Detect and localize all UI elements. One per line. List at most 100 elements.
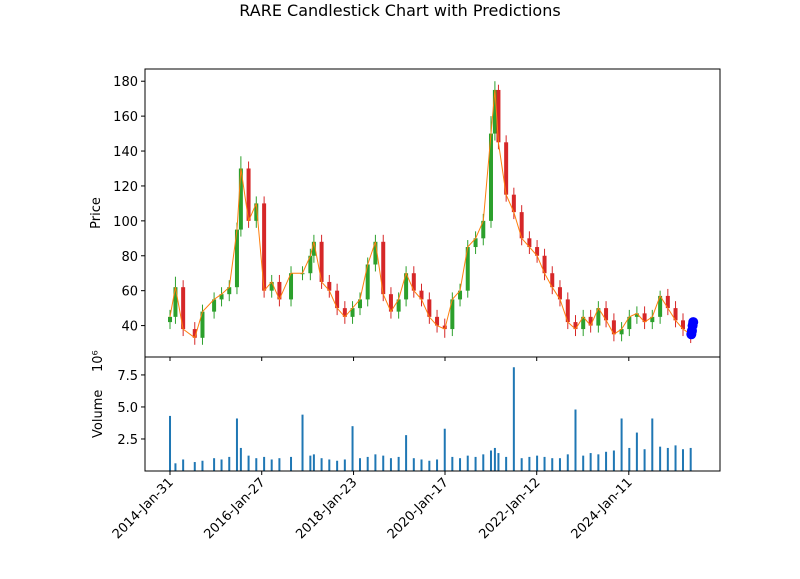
volume-tick-label: 7.5	[117, 369, 138, 384]
volume-bar	[489, 450, 492, 471]
candle-body	[342, 308, 347, 317]
candle-body	[481, 220, 486, 239]
candle-body	[427, 299, 432, 317]
candle-body	[269, 281, 274, 291]
y-tick-label: 180	[113, 75, 138, 90]
volume-bar	[512, 367, 515, 471]
volume-bar	[193, 462, 196, 471]
candle-body	[277, 281, 282, 300]
volume-bar	[551, 458, 554, 471]
candle-body	[573, 322, 578, 330]
candle-body	[404, 273, 409, 300]
volume-tick-label: 2.5	[117, 433, 138, 448]
candle-body	[234, 229, 239, 288]
volume-bar	[320, 458, 323, 471]
candle-body	[458, 290, 463, 300]
volume-bar	[239, 447, 242, 471]
volume-bar	[497, 453, 500, 471]
volume-bar	[309, 455, 312, 471]
candle-body	[373, 241, 378, 265]
volume-bar	[635, 432, 638, 471]
volume-bar	[312, 454, 315, 471]
volume-bar	[358, 458, 361, 471]
candle-body	[219, 294, 224, 300]
candle-body	[604, 308, 609, 321]
volume-bar	[382, 455, 385, 471]
volume-bar	[520, 458, 523, 471]
volume-bar	[605, 451, 608, 471]
candle-body	[319, 241, 324, 282]
candle-body	[168, 316, 173, 323]
volume-bar	[659, 446, 662, 471]
candle-body	[411, 273, 416, 291]
volume-bar	[290, 456, 293, 471]
volume-bar	[374, 454, 377, 471]
candle-body	[246, 168, 251, 221]
y-tick-label: 80	[121, 250, 138, 265]
candle-body	[419, 290, 424, 300]
candle-body	[611, 320, 616, 335]
candle-body	[200, 311, 205, 338]
y-tick-label: 100	[113, 215, 138, 230]
candle-body	[327, 281, 332, 291]
volume-bar	[247, 455, 250, 471]
candle-body	[311, 241, 316, 256]
candle-body	[396, 299, 401, 312]
volume-bar	[405, 435, 408, 471]
volume-panel-frame	[144, 356, 721, 472]
candle-body	[619, 329, 624, 335]
volume-bar	[220, 459, 223, 471]
volume-bar	[528, 456, 531, 471]
volume-bar	[493, 447, 496, 471]
candle-body	[181, 287, 186, 330]
y-tick-label: 40	[121, 320, 138, 335]
candle-body	[465, 247, 470, 291]
candle-body	[173, 287, 178, 317]
candle-body	[435, 316, 440, 326]
volume-tick-label: 5.0	[117, 401, 138, 416]
volume-bar	[263, 456, 266, 471]
candle-body	[665, 295, 670, 309]
volume-bar	[482, 454, 485, 471]
volume-bar	[536, 455, 539, 471]
volume-bar	[574, 409, 577, 471]
candle-body	[289, 273, 294, 300]
volume-bar	[278, 458, 281, 471]
volume-bar	[235, 418, 238, 471]
volume-bar	[213, 458, 216, 471]
volume-bar	[643, 449, 646, 471]
volume-bar	[228, 456, 231, 471]
y-axis-label: Price	[89, 197, 104, 229]
y-tick-label: 60	[121, 285, 138, 300]
volume-offset: 10⁶	[91, 350, 106, 372]
y-tick-label: 140	[113, 145, 138, 160]
volume-bar	[666, 447, 669, 471]
volume-bar	[174, 463, 177, 471]
candle-body	[673, 308, 678, 321]
volume-bar	[336, 460, 339, 471]
volume-bar	[474, 456, 477, 471]
volume-bar	[612, 450, 615, 471]
volume-bar	[451, 456, 454, 471]
volume-bar	[351, 426, 354, 471]
candle-body	[262, 203, 267, 291]
candle-body	[492, 89, 497, 134]
candle-body	[550, 273, 555, 288]
volume-bar	[270, 459, 273, 471]
candle-body	[308, 255, 313, 274]
volume-bar	[412, 458, 415, 471]
candle-body	[627, 316, 632, 330]
volume-bar	[543, 456, 546, 471]
candle-body	[192, 329, 197, 338]
volume-bar	[420, 459, 423, 471]
candle-body	[557, 287, 562, 300]
candle-body	[381, 241, 386, 295]
candle-body	[212, 299, 217, 312]
candle-body	[496, 89, 501, 143]
volume-bar	[589, 453, 592, 471]
volume-bar	[328, 459, 331, 471]
volume-bar	[436, 459, 439, 471]
volume-bar	[443, 428, 446, 471]
